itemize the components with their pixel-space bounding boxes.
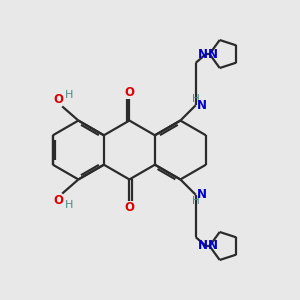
Text: N: N: [208, 239, 218, 253]
Text: O: O: [54, 194, 64, 207]
Text: O: O: [124, 201, 134, 214]
Text: N: N: [198, 47, 208, 61]
Text: N: N: [198, 239, 208, 253]
Text: H: H: [65, 200, 74, 210]
Text: H: H: [192, 94, 200, 104]
Text: O: O: [124, 86, 134, 99]
Text: N: N: [197, 188, 207, 201]
Text: H: H: [65, 90, 74, 100]
Text: H: H: [192, 196, 200, 206]
Text: N: N: [208, 47, 218, 61]
Text: N: N: [197, 99, 207, 112]
Text: O: O: [54, 93, 64, 106]
